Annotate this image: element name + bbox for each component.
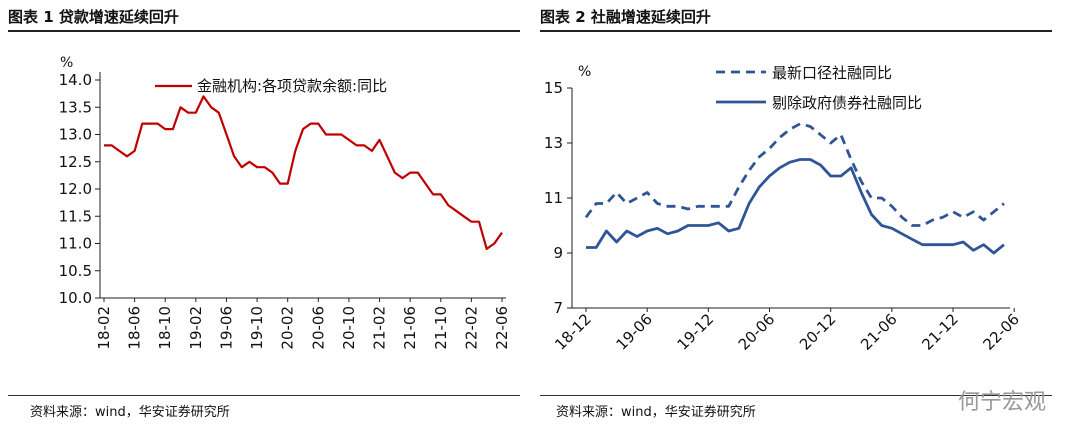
left-top-rule (8, 30, 520, 32)
right-x-tick-label: 21-12 (918, 310, 962, 354)
right-series-dashed-line (584, 122, 1005, 227)
right-x-tick-label: 20-06 (735, 310, 779, 354)
right-y-tick-label: 9 (553, 244, 563, 262)
right-y-tick-label: 7 (553, 299, 563, 317)
left-y-tick-label: 12.0 (59, 180, 92, 198)
left-y-tick-label: 14.0 (59, 71, 92, 89)
left-y-tick-label: 10.5 (59, 262, 92, 280)
right-x-tick-label: 22-06 (979, 310, 1023, 354)
right-legend-label-dashed: 最新口径社融同比 (772, 64, 892, 82)
left-y-tick-label: 11.0 (59, 235, 92, 253)
left-x-tick-label: 20-02 (279, 306, 297, 350)
left-legend-label: 金融机构:各项贷款余额:同比 (197, 77, 387, 95)
left-x-tick-label: 20-10 (340, 306, 358, 350)
left-x-tick-label: 22-02 (462, 306, 480, 350)
left-y-tick-label: 12.5 (59, 153, 92, 171)
left-x-tick-label: 19-02 (187, 306, 205, 350)
right-x-tick-label: 19-12 (674, 310, 718, 354)
left-y-tick-label: 13.5 (59, 98, 92, 116)
left-bottom-rule (8, 395, 520, 396)
left-x-tick-label: 21-06 (401, 306, 419, 350)
left-x-tick-label: 18-06 (126, 306, 144, 350)
left-y-tick-label: 13.0 (59, 126, 92, 144)
right-x-tick-label: 20-12 (796, 310, 840, 354)
left-x-tick-label: 19-10 (248, 306, 266, 350)
left-x-tick-label: 20-06 (309, 306, 327, 350)
right-source-note: 资料来源：wind，华安证券研究所 (556, 405, 756, 420)
left-source-note: 资料来源：wind，华安证券研究所 (30, 405, 230, 420)
left-x-tick-label: 18-02 (95, 306, 113, 350)
right-bottom-rule (540, 395, 1052, 396)
right-y-tick-label: 15 (544, 79, 563, 97)
left-x-tick-label: 18-10 (156, 306, 174, 350)
right-legend-label-solid: 剔除政府债券社融同比 (772, 94, 922, 112)
left-chart-title: 图表 1 贷款增速延续回升 (8, 8, 179, 26)
right-chart-title: 图表 2 社融增速延续回升 (540, 8, 711, 26)
right-y-tick-label: 13 (544, 134, 563, 152)
left-x-tick-label: 19-06 (217, 306, 235, 350)
left-series-line (104, 95, 503, 250)
left-x-tick-label: 21-02 (371, 306, 389, 350)
left-y-tick-label: 11.5 (59, 207, 92, 225)
left-x-tick-label: 21-10 (432, 306, 450, 350)
left-y-tick-label: 10.0 (59, 289, 92, 307)
right-top-rule (540, 30, 1052, 32)
right-x-tick-label: 19-06 (612, 310, 656, 354)
right-y-unit-label: % (578, 64, 591, 80)
watermark: 何宁宏观 (957, 390, 1046, 415)
right-y-tick-label: 11 (544, 189, 563, 207)
right-series-solid-line (586, 158, 1005, 255)
left-y-unit-label: % (60, 55, 73, 71)
left-x-tick-label: 22-06 (493, 306, 511, 350)
right-x-tick-label: 21-06 (857, 310, 901, 354)
